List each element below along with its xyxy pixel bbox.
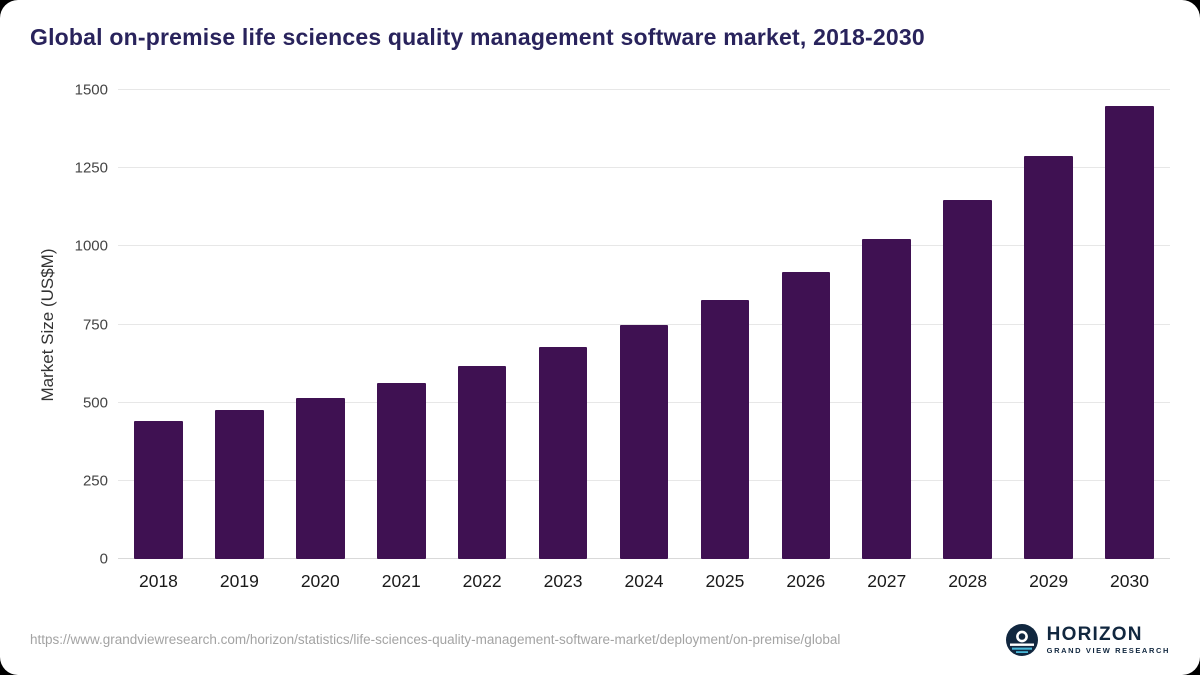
- bar-2023: [538, 347, 588, 559]
- bar-slot-2023: [523, 90, 604, 559]
- bar-2022: [457, 365, 507, 559]
- bar-2029: [1024, 156, 1073, 559]
- bar-2024: [619, 324, 669, 559]
- gridline-750: [118, 323, 1170, 325]
- bar-slot-2030: [1089, 90, 1170, 559]
- gridline-1000: [118, 245, 1170, 247]
- bars-container: [118, 90, 1170, 559]
- bar-2019: [215, 409, 264, 559]
- bar-2026: [781, 271, 831, 559]
- x-label-2026: 2026: [786, 571, 826, 591]
- y-tick-label-1000: 1000: [74, 237, 108, 255]
- bar-2027: [862, 238, 912, 559]
- bar-2030: [1105, 105, 1154, 559]
- y-tick-label-1250: 1250: [74, 159, 108, 177]
- x-label-2021: 2021: [381, 571, 421, 591]
- x-label-2023: 2023: [543, 571, 583, 591]
- x-label-2030: 2030: [1110, 571, 1149, 591]
- bar-slot-2021: [361, 90, 442, 559]
- logo-text-block: HORIZON GRAND VIEW RESEARCH: [1046, 623, 1170, 656]
- x-label-2028: 2028: [948, 571, 988, 591]
- bar-slot-2027: [846, 90, 927, 559]
- source-url: https://www.grandviewresearch.com/horizo…: [30, 631, 841, 647]
- bar-2028: [943, 200, 992, 559]
- y-axis-ticks: 0 250 500 750 1000 1250 1500: [66, 82, 118, 568]
- bar-slot-2026: [765, 90, 846, 559]
- x-label-2022: 2022: [462, 571, 502, 591]
- bar-slot-2019: [199, 90, 280, 559]
- x-label-2029: 2029: [1029, 571, 1069, 591]
- y-tick-label-0: 0: [99, 550, 108, 568]
- y-tick-label-1500: 1500: [74, 81, 108, 99]
- bar-slot-2020: [280, 90, 361, 559]
- bar-slot-2028: [927, 90, 1008, 559]
- logo-subtext: GRAND VIEW RESEARCH: [1046, 646, 1170, 656]
- bar-chart: Market Size (US$M) 0 250 500 750 1000 1250 150…: [30, 82, 1170, 601]
- y-tick-label-500: 500: [82, 394, 108, 412]
- footer: https://www.grandviewresearch.com/horizo…: [0, 613, 1200, 675]
- bar-slot-2022: [442, 90, 523, 559]
- x-axis-labels: 2018 2019 2020 2021 2022 2023 2024 2025 2026 2027…: [118, 559, 1170, 601]
- horizon-logo-icon: [1005, 624, 1038, 656]
- x-label-2018: 2018: [138, 571, 178, 591]
- bar-slot-2024: [604, 90, 685, 559]
- horizon-logo: HORIZON GRAND VIEW RESEARCH: [1005, 623, 1170, 656]
- bar-2018: [134, 421, 183, 559]
- bar-2021: [376, 382, 426, 559]
- bar-2020: [296, 397, 345, 559]
- y-tick-label-750: 750: [82, 316, 108, 333]
- gridline-1500: [118, 89, 1170, 90]
- x-label-2027: 2027: [867, 571, 907, 591]
- bar-2025: [700, 300, 750, 559]
- x-label-2025: 2025: [705, 571, 745, 591]
- y-tick-label-250: 250: [82, 472, 108, 490]
- y-axis-title-cell: Market Size (US$M): [30, 90, 66, 559]
- y-axis-title: Market Size (US$M): [38, 247, 57, 402]
- chart-title: Global on-premise life sciences quality …: [30, 24, 925, 50]
- gridline-1250: [118, 167, 1170, 169]
- x-label-2024: 2024: [624, 571, 664, 591]
- x-label-2020: 2020: [300, 571, 340, 591]
- bar-slot-2025: [684, 90, 765, 559]
- logo-name: HORIZON: [1046, 623, 1143, 645]
- bar-slot-2018: [118, 90, 199, 559]
- plot-area: [118, 89, 1170, 559]
- bar-slot-2029: [1008, 90, 1089, 559]
- x-label-2019: 2019: [219, 571, 259, 591]
